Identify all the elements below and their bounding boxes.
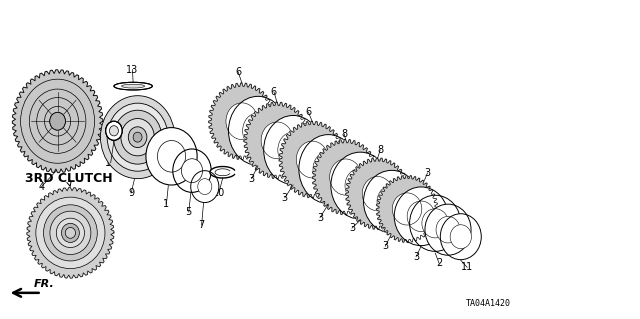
Ellipse shape bbox=[61, 223, 79, 242]
Text: 4: 4 bbox=[38, 182, 45, 192]
Ellipse shape bbox=[36, 197, 105, 269]
Text: 5: 5 bbox=[186, 207, 192, 217]
Text: 13: 13 bbox=[126, 64, 139, 75]
Ellipse shape bbox=[133, 132, 142, 142]
Ellipse shape bbox=[299, 135, 358, 204]
Ellipse shape bbox=[440, 214, 481, 260]
Ellipse shape bbox=[121, 119, 154, 156]
Polygon shape bbox=[244, 102, 310, 179]
Ellipse shape bbox=[407, 201, 435, 232]
Text: 3: 3 bbox=[413, 252, 419, 262]
Polygon shape bbox=[376, 175, 438, 242]
Text: FR.: FR. bbox=[33, 279, 54, 289]
Ellipse shape bbox=[122, 84, 145, 88]
Ellipse shape bbox=[376, 175, 438, 242]
Ellipse shape bbox=[198, 179, 212, 195]
Ellipse shape bbox=[226, 103, 258, 140]
Ellipse shape bbox=[113, 110, 162, 164]
Ellipse shape bbox=[56, 218, 84, 248]
Ellipse shape bbox=[146, 128, 197, 185]
Ellipse shape bbox=[422, 209, 449, 238]
Ellipse shape bbox=[313, 151, 344, 187]
Ellipse shape bbox=[279, 121, 346, 198]
Ellipse shape bbox=[264, 115, 323, 184]
Ellipse shape bbox=[450, 225, 472, 249]
Ellipse shape bbox=[312, 139, 379, 215]
Ellipse shape bbox=[44, 205, 97, 261]
Ellipse shape bbox=[362, 176, 393, 211]
Ellipse shape bbox=[410, 195, 461, 251]
Text: 3: 3 bbox=[349, 223, 355, 233]
Ellipse shape bbox=[425, 204, 471, 255]
Ellipse shape bbox=[65, 227, 76, 238]
Ellipse shape bbox=[278, 132, 308, 168]
Ellipse shape bbox=[210, 167, 236, 178]
Text: TA04A1420: TA04A1420 bbox=[466, 299, 511, 308]
Text: 9: 9 bbox=[128, 188, 134, 198]
Ellipse shape bbox=[50, 112, 65, 130]
Text: 3: 3 bbox=[424, 168, 431, 178]
Ellipse shape bbox=[173, 149, 211, 192]
Polygon shape bbox=[12, 70, 103, 173]
Ellipse shape bbox=[346, 158, 410, 229]
Ellipse shape bbox=[182, 159, 202, 182]
Text: 6: 6 bbox=[305, 107, 312, 117]
Text: 3: 3 bbox=[382, 241, 388, 251]
Text: 8: 8 bbox=[377, 145, 383, 155]
Ellipse shape bbox=[157, 140, 186, 172]
Ellipse shape bbox=[191, 171, 219, 203]
Ellipse shape bbox=[228, 96, 287, 165]
Ellipse shape bbox=[331, 152, 390, 219]
Text: 3: 3 bbox=[248, 174, 255, 184]
Ellipse shape bbox=[14, 72, 101, 171]
Ellipse shape bbox=[50, 211, 91, 255]
Ellipse shape bbox=[261, 122, 293, 159]
Text: 3: 3 bbox=[282, 193, 288, 203]
Ellipse shape bbox=[364, 170, 420, 233]
Ellipse shape bbox=[296, 141, 328, 178]
Ellipse shape bbox=[345, 168, 376, 203]
Ellipse shape bbox=[377, 185, 406, 218]
Text: 11: 11 bbox=[461, 262, 474, 272]
Polygon shape bbox=[346, 158, 410, 229]
Ellipse shape bbox=[106, 121, 122, 140]
Polygon shape bbox=[279, 121, 346, 198]
Ellipse shape bbox=[128, 127, 147, 148]
Polygon shape bbox=[27, 188, 114, 278]
Ellipse shape bbox=[109, 126, 118, 136]
Text: 7: 7 bbox=[198, 220, 205, 230]
Ellipse shape bbox=[114, 82, 152, 90]
Ellipse shape bbox=[394, 187, 448, 246]
Ellipse shape bbox=[330, 159, 362, 195]
Text: 8: 8 bbox=[341, 129, 348, 139]
Ellipse shape bbox=[244, 102, 310, 179]
Ellipse shape bbox=[209, 83, 275, 160]
Ellipse shape bbox=[107, 103, 168, 171]
Text: 3: 3 bbox=[317, 212, 323, 223]
Ellipse shape bbox=[392, 193, 422, 225]
Text: 6: 6 bbox=[235, 67, 241, 77]
Ellipse shape bbox=[243, 113, 273, 149]
Ellipse shape bbox=[100, 96, 175, 179]
Ellipse shape bbox=[436, 216, 460, 243]
Polygon shape bbox=[312, 139, 379, 215]
Text: 3RD CLUTCH: 3RD CLUTCH bbox=[26, 172, 113, 185]
Text: 12: 12 bbox=[104, 158, 117, 168]
Polygon shape bbox=[209, 83, 275, 160]
Text: 10: 10 bbox=[212, 188, 225, 198]
Text: 6: 6 bbox=[271, 87, 277, 97]
Text: 1: 1 bbox=[163, 199, 170, 209]
Ellipse shape bbox=[100, 96, 175, 179]
Text: 2: 2 bbox=[436, 258, 442, 268]
